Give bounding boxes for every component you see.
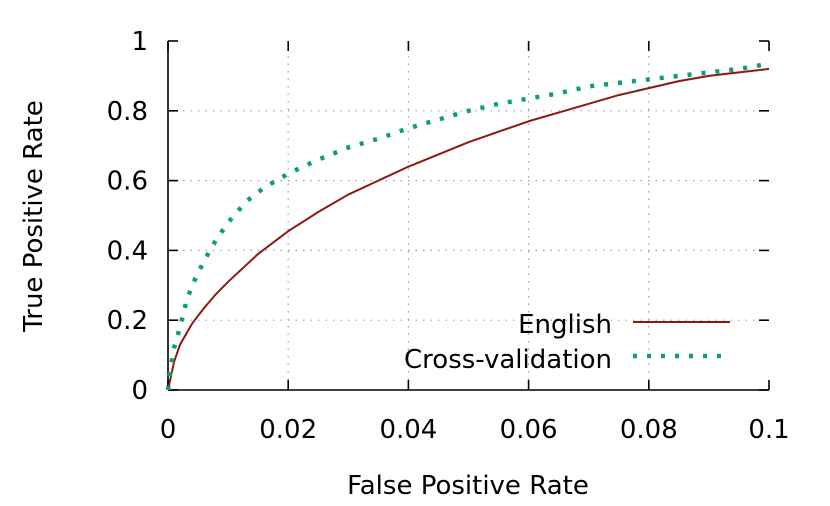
y-tick-label-1: 0.2 <box>107 306 148 336</box>
x-tick-label-5: 0.1 <box>748 415 789 445</box>
legend-label-cross-validation: Cross-validation <box>404 345 612 375</box>
y-tick-label-5: 1 <box>131 27 148 57</box>
y-tick-label-4: 0.8 <box>107 97 148 127</box>
plot-frame <box>167 41 769 391</box>
x-tick-label-3: 0.06 <box>500 415 558 445</box>
y-tick-label-3: 0.6 <box>107 167 148 197</box>
y-tick-label-2: 0.4 <box>107 236 148 266</box>
y-axis-title: True Positive Rate <box>19 100 49 333</box>
x-tick-label-0: 0 <box>160 415 177 445</box>
x-tick-label-2: 0.04 <box>379 415 437 445</box>
x-axis-title: False Positive Rate <box>347 471 589 501</box>
x-tick-label-1: 0.02 <box>259 415 317 445</box>
grid <box>168 41 769 390</box>
x-tick-label-4: 0.08 <box>620 415 678 445</box>
series-group <box>165 61 770 391</box>
legend: English Cross-validation <box>404 310 730 375</box>
series-line-english <box>167 67 770 391</box>
y-tick-label-0: 0 <box>131 376 148 406</box>
axis-ticks: 0 0.02 0.04 0.06 0.08 0.1 0 0.2 0.4 0.6 0.8 1 <box>107 27 790 445</box>
series-line-cross-validation <box>165 61 770 391</box>
legend-label-english: English <box>518 310 612 340</box>
